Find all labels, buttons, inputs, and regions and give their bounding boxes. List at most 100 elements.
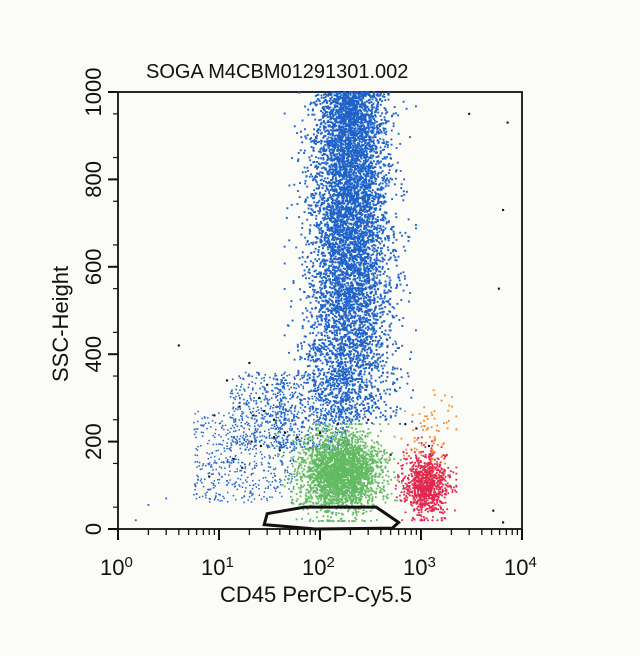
granulocytes-point bbox=[387, 179, 390, 182]
granulocytes-point bbox=[317, 348, 320, 351]
granulocytes-point bbox=[377, 141, 380, 143]
granulocytes-point bbox=[346, 332, 349, 335]
granulocytes-point bbox=[358, 177, 361, 180]
granulocytes-point bbox=[407, 375, 410, 378]
granulocytes-point bbox=[368, 119, 371, 122]
granulocytes-point bbox=[356, 402, 359, 405]
granulocytes-point bbox=[323, 371, 326, 374]
granulocytes-point bbox=[334, 113, 337, 116]
granulocytes-point bbox=[345, 302, 348, 304]
granulocytes-point bbox=[336, 282, 339, 284]
granulocytes-point bbox=[305, 277, 307, 280]
granulocytes-point bbox=[362, 297, 365, 300]
granulocytes-point bbox=[370, 413, 373, 415]
granulocytes-point bbox=[370, 263, 373, 266]
granulocytes-point bbox=[371, 225, 373, 227]
granulocytes-point bbox=[363, 121, 366, 124]
granulocytes-point bbox=[365, 192, 368, 195]
granulocytes-point bbox=[332, 376, 334, 379]
granulocytes-point bbox=[344, 125, 347, 128]
granulocytes-point bbox=[325, 289, 328, 292]
granulocytes-point bbox=[368, 372, 371, 375]
granulocytes-point bbox=[382, 215, 385, 218]
granulocytes-point bbox=[353, 278, 356, 280]
granulocytes-point bbox=[358, 329, 360, 332]
granulocytes-point bbox=[362, 200, 365, 203]
granulocytes-point bbox=[334, 354, 337, 357]
granulocytes-point bbox=[357, 224, 360, 227]
granulocytes-point bbox=[368, 115, 371, 118]
granulocytes-point bbox=[331, 252, 334, 255]
granulocytes-point bbox=[329, 189, 332, 191]
granulocytes-point bbox=[330, 148, 333, 151]
granulocytes-point bbox=[343, 216, 346, 218]
granulocytes-point bbox=[324, 387, 327, 390]
granulocytes-point bbox=[316, 204, 319, 207]
granulocytes-point bbox=[373, 225, 376, 228]
granulocytes-point bbox=[356, 129, 358, 132]
granulocytes-point bbox=[393, 106, 396, 108]
granulocytes-point bbox=[322, 377, 325, 380]
granulocytes-point bbox=[409, 136, 411, 139]
granulocytes-point bbox=[327, 147, 330, 149]
granulocytes-point bbox=[336, 109, 339, 112]
granulocytes-point bbox=[334, 269, 337, 272]
granulocytes-point bbox=[351, 296, 354, 299]
granulocytes-point bbox=[288, 239, 291, 242]
granulocytes-point bbox=[355, 177, 358, 180]
granulocytes-point bbox=[370, 129, 373, 132]
granulocytes-point bbox=[386, 111, 389, 114]
granulocytes-point bbox=[336, 101, 339, 104]
granulocytes-point bbox=[358, 275, 361, 278]
granulocytes-point bbox=[328, 145, 331, 148]
granulocytes-point bbox=[375, 345, 378, 348]
granulocytes-point bbox=[369, 123, 372, 126]
granulocytes-point bbox=[376, 283, 379, 286]
granulocytes-point bbox=[342, 227, 345, 230]
granulocytes-point bbox=[389, 157, 392, 160]
granulocytes-point bbox=[375, 330, 378, 333]
granulocytes-point bbox=[356, 144, 359, 146]
granulocytes-point bbox=[352, 195, 355, 198]
granulocytes-point bbox=[371, 369, 373, 372]
granulocytes-point bbox=[329, 298, 332, 301]
granulocytes-point bbox=[356, 289, 359, 292]
granulocytes-point bbox=[285, 217, 288, 219]
granulocytes-point bbox=[347, 189, 350, 192]
granulocytes-point bbox=[361, 257, 364, 260]
granulocytes-point bbox=[363, 272, 366, 275]
granulocytes-point bbox=[339, 231, 342, 233]
granulocytes-point bbox=[385, 182, 388, 185]
granulocytes-point bbox=[393, 183, 396, 186]
granulocytes-point bbox=[367, 91, 370, 94]
granulocytes-point bbox=[379, 150, 382, 153]
granulocytes-point bbox=[367, 241, 370, 244]
granulocytes-point bbox=[370, 148, 373, 151]
granulocytes-point bbox=[408, 236, 411, 239]
granulocytes-point bbox=[321, 311, 324, 314]
granulocytes-point bbox=[340, 342, 343, 344]
granulocytes-point bbox=[340, 214, 343, 217]
granulocytes-point bbox=[321, 111, 324, 114]
granulocytes-point bbox=[347, 155, 350, 158]
granulocytes-point bbox=[359, 116, 362, 118]
granulocytes-point bbox=[334, 289, 337, 292]
granulocytes-point bbox=[342, 235, 345, 238]
granulocytes-point bbox=[375, 192, 377, 195]
granulocytes-point bbox=[301, 141, 304, 144]
granulocytes-point bbox=[338, 349, 341, 352]
granulocytes-point bbox=[364, 263, 367, 266]
granulocytes-point bbox=[368, 371, 371, 374]
granulocytes-point bbox=[368, 246, 370, 249]
granulocytes-point bbox=[347, 191, 350, 194]
granulocytes-point bbox=[347, 218, 350, 220]
granulocytes-point bbox=[349, 291, 351, 294]
granulocytes-point bbox=[367, 156, 370, 159]
granulocytes-point bbox=[315, 187, 318, 190]
granulocytes-point bbox=[331, 273, 334, 276]
granulocytes-point bbox=[365, 317, 368, 320]
granulocytes-point bbox=[311, 140, 314, 142]
granulocytes-point bbox=[299, 298, 302, 301]
granulocytes-point bbox=[378, 282, 381, 285]
granulocytes-point bbox=[355, 355, 358, 358]
